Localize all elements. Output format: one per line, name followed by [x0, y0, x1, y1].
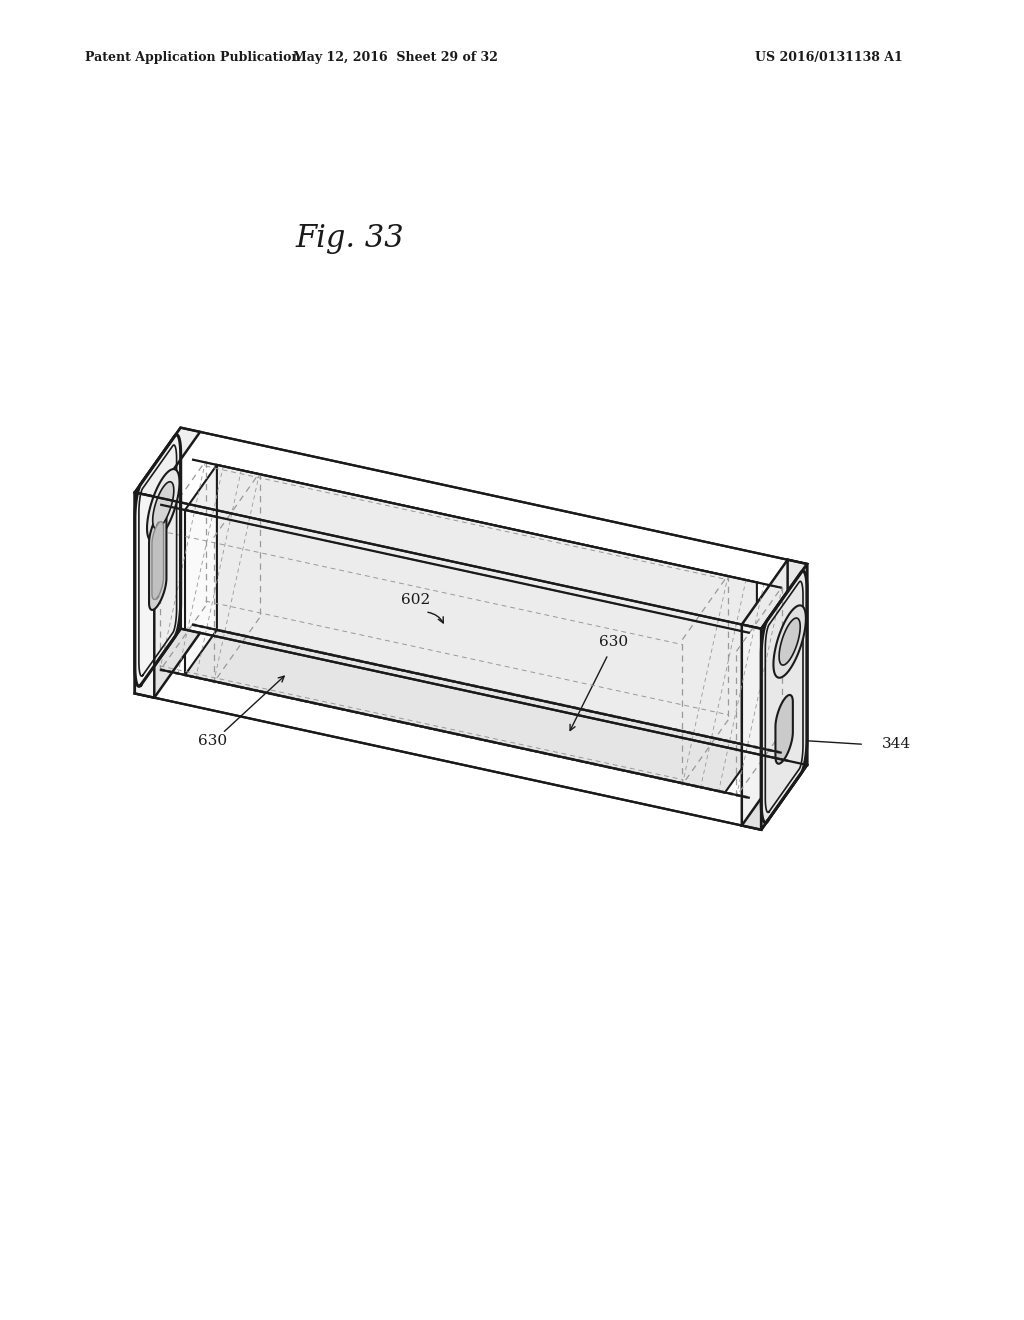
Polygon shape [135, 428, 180, 693]
Text: Patent Application Publication: Patent Application Publication [85, 51, 300, 65]
Polygon shape [135, 428, 200, 496]
Polygon shape [147, 469, 179, 541]
Polygon shape [135, 628, 200, 698]
Polygon shape [779, 618, 800, 665]
Polygon shape [153, 482, 174, 529]
Polygon shape [217, 465, 757, 747]
Polygon shape [741, 760, 807, 830]
Polygon shape [761, 564, 807, 830]
Polygon shape [741, 560, 807, 628]
Polygon shape [185, 630, 757, 792]
Text: May 12, 2016  Sheet 29 of 32: May 12, 2016 Sheet 29 of 32 [293, 51, 498, 65]
Polygon shape [185, 465, 757, 627]
Polygon shape [185, 510, 725, 792]
Text: Fig. 33: Fig. 33 [296, 223, 404, 253]
Polygon shape [135, 492, 155, 698]
Polygon shape [787, 560, 807, 766]
Polygon shape [773, 606, 806, 677]
Polygon shape [150, 511, 167, 610]
Text: US 2016/0131138 A1: US 2016/0131138 A1 [755, 51, 903, 65]
Polygon shape [152, 521, 164, 599]
Text: 630: 630 [198, 734, 227, 748]
Text: 344: 344 [882, 738, 911, 751]
Text: 630: 630 [599, 635, 628, 649]
Polygon shape [775, 694, 793, 764]
Polygon shape [741, 624, 761, 830]
Text: 602: 602 [400, 593, 430, 607]
